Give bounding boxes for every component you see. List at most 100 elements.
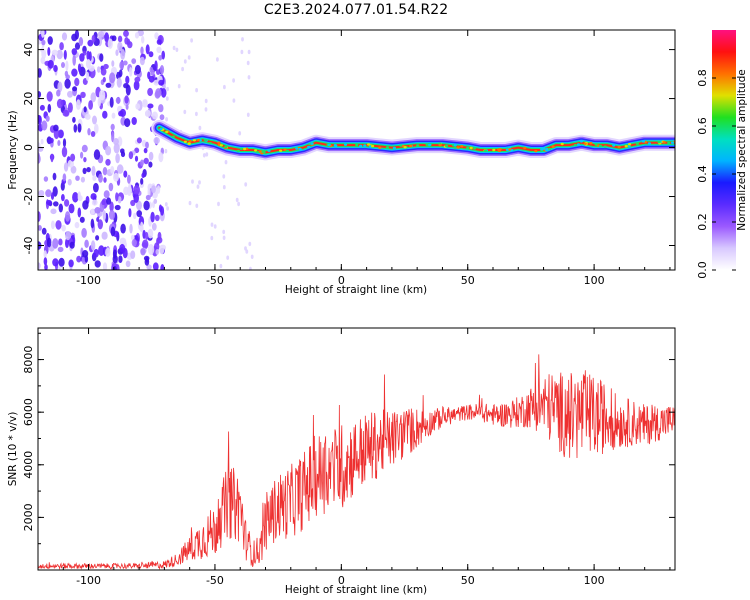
noise-blob [82, 167, 87, 175]
noise-blob [72, 116, 76, 123]
noise-blob [38, 190, 45, 197]
noise-blob [56, 98, 64, 109]
noise-blob [74, 77, 80, 87]
noise-blob [50, 192, 55, 200]
noise-blob [56, 89, 61, 97]
snr-line [38, 354, 675, 570]
noise-blob [111, 35, 117, 42]
ridge-dot [224, 145, 228, 149]
noise-blob [81, 227, 87, 238]
noise-blob [72, 54, 76, 66]
noise-blob [72, 86, 78, 92]
noise-blob [105, 145, 112, 156]
noise-blob [143, 147, 148, 154]
noise-blob [117, 41, 123, 52]
noise-blob [141, 35, 145, 44]
noise-blob [116, 77, 122, 88]
noise-blob [106, 197, 112, 205]
noise-blob [107, 38, 113, 49]
noise-blob [118, 255, 123, 263]
noise-blob [101, 199, 106, 206]
ridge-dot [188, 139, 192, 143]
noise-blob [115, 264, 120, 270]
y-tick-label: -40 [22, 237, 35, 255]
ridge-dot [310, 142, 314, 145]
noise-blob [222, 235, 226, 240]
noise-blob [128, 151, 134, 160]
noise-blob [187, 55, 191, 60]
noise-blob [158, 79, 165, 86]
x-tick-label: 100 [584, 274, 605, 287]
snr-panel: -100 -50 0 50 100 2000 4000 6000 8000 Height of … [7, 327, 676, 596]
noise-blob [95, 235, 100, 241]
noise-blob [90, 131, 96, 137]
ridge-dot [635, 142, 640, 145]
noise-blob [50, 208, 57, 215]
noise-blob [120, 223, 126, 234]
ridge-dot [367, 143, 371, 146]
noise-blob [53, 124, 59, 132]
noise-blob [59, 42, 64, 51]
spectrogram-heatmap [38, 30, 675, 270]
noise-blob [109, 72, 116, 84]
noise-blob [128, 182, 132, 193]
noise-blob [38, 154, 41, 164]
ridge-dot [392, 146, 396, 150]
noise-blob [97, 31, 105, 38]
noise-blob [70, 153, 76, 162]
noise-blob [134, 155, 139, 162]
noise-blob [195, 203, 199, 208]
noise-blob [52, 238, 59, 249]
ridge-dot [534, 149, 538, 153]
noise-blob [115, 153, 120, 164]
noise-blob [122, 60, 128, 66]
ridge-dot [523, 146, 527, 150]
noise-blob [248, 241, 252, 247]
noise-blob [40, 47, 45, 53]
x-tick-label: -50 [206, 574, 224, 587]
ridge-dot [327, 143, 331, 147]
noise-blob [43, 176, 49, 182]
colorbar-axis: 0.0 0.2 0.4 0.6 0.8 [696, 69, 736, 279]
noise-blob [57, 81, 63, 93]
noise-blob [103, 177, 107, 183]
noise-blob [71, 68, 78, 77]
ridge-dot [217, 141, 221, 144]
noise-blob [165, 96, 169, 101]
noise-blob [87, 128, 91, 136]
noise-blob [67, 90, 73, 98]
noise-blob [150, 69, 155, 76]
noise-blob [232, 98, 236, 103]
y-tick-label: 8000 [22, 346, 35, 374]
noise-blob [134, 32, 140, 39]
ridge-dot [416, 144, 420, 147]
noise-blob [156, 46, 162, 53]
noise-blob [61, 32, 68, 41]
noise-blob [82, 200, 89, 210]
noise-blob [62, 173, 67, 182]
spectrogram-panel: -100 -50 0 50 100 -40 -20 0 20 40 Height of strai… [7, 29, 748, 296]
ridge-dot [583, 142, 587, 145]
noise-blob [64, 199, 70, 207]
ridge-dot [219, 144, 223, 147]
noise-blob [84, 113, 91, 120]
noise-blob [210, 235, 214, 241]
ridge-dot [540, 148, 544, 151]
y-tick-label: -20 [22, 188, 35, 206]
noise-blob [154, 32, 159, 40]
ridge-dot [343, 143, 348, 146]
ridge-dot [612, 144, 616, 147]
noise-blob [80, 151, 84, 159]
ridge-dot [409, 144, 413, 148]
noise-blob [119, 243, 126, 253]
noise-blob [154, 214, 160, 222]
noise-blob [58, 257, 65, 267]
colorbar [712, 30, 736, 270]
noise-blob [44, 264, 48, 270]
colorbar-tick-label: 0.2 [696, 213, 709, 231]
spectrogram-frame [37, 29, 676, 271]
noise-blob [99, 53, 104, 62]
noise-blob [155, 249, 160, 255]
noise-blob [43, 250, 47, 258]
noise-blob [120, 49, 126, 60]
